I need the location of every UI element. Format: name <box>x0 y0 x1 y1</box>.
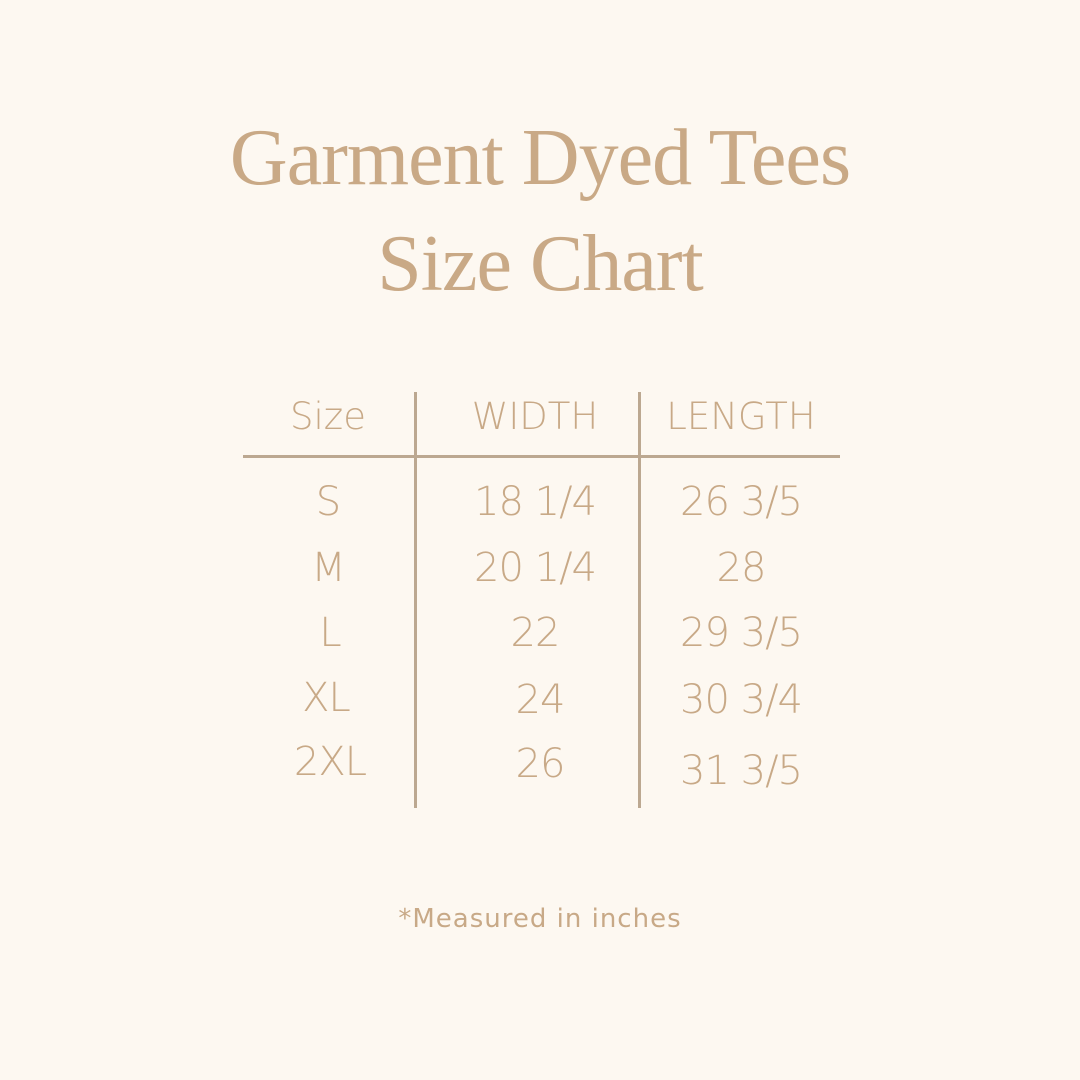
length-cell: 30 3/4 <box>680 677 803 723</box>
size-cell: XL <box>302 675 351 721</box>
title-line-1: Garment Dyed Tees <box>229 114 851 202</box>
column-divider-2 <box>638 392 641 808</box>
width-cell: 26 <box>515 741 566 787</box>
footnote: *Measured in inches <box>398 904 682 934</box>
width-cell: 18 1/4 <box>474 479 597 525</box>
size-cell: L <box>319 610 341 656</box>
column-divider-1 <box>414 392 417 808</box>
width-cell: 22 <box>510 610 561 656</box>
length-cell: 29 3/5 <box>680 610 803 656</box>
title-line-2: Size Chart <box>377 220 703 308</box>
length-cell: 28 <box>716 545 767 591</box>
size-cell: 2XL <box>293 739 367 785</box>
width-cell: 24 <box>515 677 566 723</box>
length-cell: 26 3/5 <box>680 479 803 525</box>
size-cell: S <box>315 479 341 525</box>
header-size: Size <box>290 395 366 438</box>
width-cell: 20 1/4 <box>474 545 597 591</box>
length-cell: 31 3/5 <box>680 748 803 794</box>
header-divider <box>243 455 840 458</box>
header-length: LENGTH <box>666 395 816 438</box>
size-cell: M <box>311 545 346 591</box>
header-width: WIDTH <box>471 395 599 438</box>
